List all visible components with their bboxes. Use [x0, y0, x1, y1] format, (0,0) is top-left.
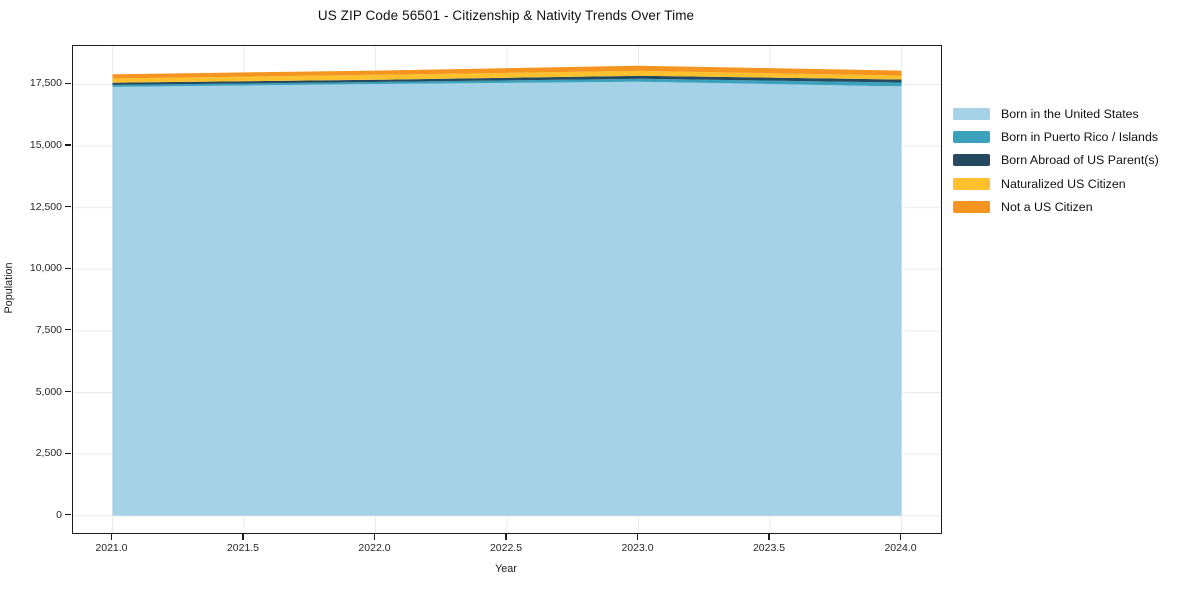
- x-tick-mark: [373, 534, 376, 540]
- x-tick-label: 2023.0: [621, 542, 654, 554]
- y-tick-mark: [65, 390, 71, 393]
- legend-label: Born in Puerto Rico / Islands: [1001, 129, 1159, 144]
- x-tick-mark: [110, 534, 113, 540]
- y-tick-label: 15,000: [29, 139, 62, 152]
- y-tick-label: 0: [56, 508, 62, 521]
- x-tick-label: 2021.5: [226, 542, 260, 554]
- plot-area: [72, 45, 942, 534]
- x-tick-mark: [899, 534, 902, 540]
- y-tick-mark: [65, 267, 71, 269]
- x-tick-mark: [636, 534, 639, 540]
- stacked-area-plot: [73, 46, 941, 533]
- x-tick-mark: [505, 534, 507, 540]
- legend-row-born-abroad-of-us-parent-s: Born Abroad of US Parent(s): [953, 149, 1159, 172]
- legend-row-born-in-the-united-states: Born in the United States: [953, 102, 1159, 125]
- y-tick-label: 12,500: [29, 200, 62, 213]
- area-born-in-the-united-states: [112, 81, 902, 516]
- x-tick-label: 2024.0: [884, 542, 917, 554]
- x-tick-mark: [768, 534, 770, 540]
- y-tick-label: 5,000: [35, 385, 62, 398]
- y-tick-mark: [65, 514, 71, 516]
- legend: Born in the United States Born in Puerto …: [953, 102, 1159, 218]
- legend-label: Naturalized US Citizen: [1001, 176, 1126, 191]
- legend-row-not-a-us-citizen: Not a US Citizen: [953, 195, 1159, 218]
- y-tick-mark: [65, 206, 71, 208]
- legend-label: Born in the United States: [1001, 106, 1139, 121]
- chart-title: US ZIP Code 56501 - Citizenship & Nativi…: [317, 8, 695, 23]
- legend-swatch-naturalized-us-citizen: [953, 177, 990, 190]
- x-tick-label: 2022.0: [358, 542, 391, 554]
- y-tick-label: 17,500: [29, 77, 62, 90]
- legend-row-naturalized-us-citizen: Naturalized US Citizen: [953, 172, 1159, 195]
- area-born-in-puerto-rico-islands: [112, 78, 902, 87]
- legend-swatch-born-abroad-of-us-parent-s: [953, 154, 990, 167]
- x-axis-label: Year: [495, 563, 517, 575]
- area-naturalized-us-citizen: [112, 70, 902, 83]
- y-tick-mark: [65, 144, 71, 146]
- y-tick-mark: [65, 82, 71, 85]
- y-tick-label: 10,000: [29, 262, 62, 275]
- x-tick-label: 2021.0: [95, 542, 128, 554]
- y-tick-label: 2,500: [35, 447, 62, 460]
- x-tick-label: 2022.5: [489, 542, 523, 554]
- legend-label: Not a US Citizen: [1001, 199, 1093, 214]
- legend-label: Born Abroad of US Parent(s): [1001, 153, 1159, 168]
- legend-swatch-born-in-puerto-rico-islands: [953, 130, 990, 143]
- area-not-a-us-citizen: [112, 65, 902, 79]
- legend-swatch-born-in-the-united-states: [953, 107, 990, 120]
- y-tick-mark: [65, 452, 71, 454]
- x-tick-mark: [242, 534, 244, 540]
- area-born-abroad-of-us-parent-s: [112, 75, 902, 85]
- x-tick-label: 2023.5: [752, 542, 786, 554]
- y-tick-label: 7,500: [35, 323, 62, 336]
- legend-row-born-in-puerto-rico-islands: Born in Puerto Rico / Islands: [953, 125, 1159, 148]
- y-tick-mark: [65, 329, 71, 331]
- legend-swatch-not-a-us-citizen: [953, 200, 990, 213]
